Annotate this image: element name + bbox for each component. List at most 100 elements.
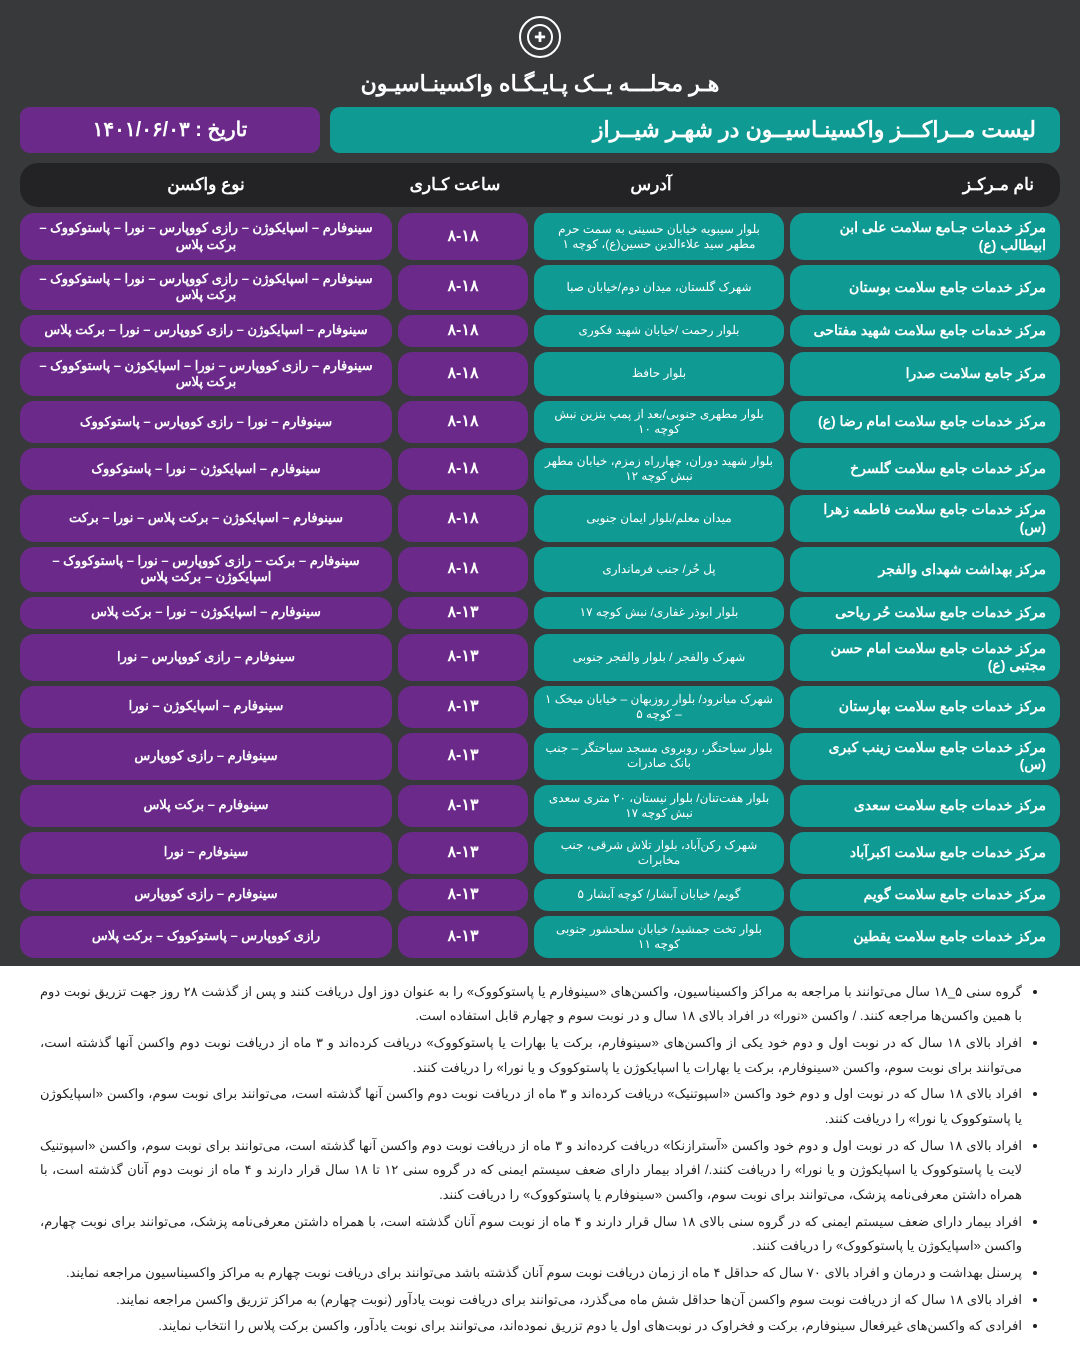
cell-address: شهرک میانرود/ بلوار روزبهان – خیابان میخ… xyxy=(534,686,784,728)
cell-vaccine: سینوفارم – اسپایکوژن – رازی کووپارس – نو… xyxy=(20,315,392,347)
note-item: افرادی که واکسن‌های غیرفعال سینوفارم، بر… xyxy=(40,1314,1022,1339)
col-header-hours: ساعت کـاری xyxy=(390,169,520,201)
cell-hours: ۸-۱۳ xyxy=(398,879,528,911)
cell-address: بلوار شهید دوران، چهارراه زمزم، خیابان م… xyxy=(534,448,784,490)
table-row: مرکز خدمات جامع سلامت سعدیبلوار هفت‌تنان… xyxy=(20,785,1060,827)
table-row: مرکز خدمات جامع سلامت یقطینبلوار تخت جمش… xyxy=(20,916,1060,958)
cell-center: مرکز خدمات جامع سلامت فاطمه زهرا (س) xyxy=(790,495,1060,542)
cell-address: پل حُر/ جنب فرمانداری xyxy=(534,547,784,592)
cell-vaccine: سینوفارم – اسپایکوژن – نورا – پاستوکووک xyxy=(20,448,392,490)
cell-vaccine: سینوفارم – اسپایکوژن – برکت پلاس – نورا … xyxy=(20,495,392,542)
notes-section: گروه سنی ۵_۱۸ سال می‌توانند با مراجعه به… xyxy=(0,966,1080,1365)
col-header-center: نام مـرکـز xyxy=(782,169,1052,201)
col-header-address: آدرس xyxy=(526,169,776,201)
table-row: مرکز خدمات جامع سلامت زینب کبری (س)بلوار… xyxy=(20,733,1060,780)
cell-center: مرکز خدمات جامع سلامت حُر ریاحی xyxy=(790,597,1060,629)
cell-hours: ۸-۱۳ xyxy=(398,916,528,958)
cell-address: شهرک گلستان، میدان دوم/خیابان صبا xyxy=(534,265,784,310)
cell-hours: ۸-۱۳ xyxy=(398,597,528,629)
cell-hours: ۸-۱۸ xyxy=(398,265,528,310)
cell-center: مرکز خدمات جامع سلامت بوستان xyxy=(790,265,1060,310)
cell-address: گویم/ خیابان آبشار/ کوچه آبشار ۵ xyxy=(534,879,784,911)
table-row: مرکز بهداشت شهدای والفجرپل حُر/ جنب فرما… xyxy=(20,547,1060,592)
cell-hours: ۸-۱۸ xyxy=(398,448,528,490)
table-row: مرکز خدمات جامع سلامت اکبرآبادشهرک رکن‌آ… xyxy=(20,832,1060,874)
cell-vaccine: سینوفارم – رازی کووپارس – نورا xyxy=(20,634,392,681)
cell-vaccine: سینوفارم – اسپایکوژن – نورا xyxy=(20,686,392,728)
table-header: نام مـرکـز آدرس ساعت کـاری نوع واکسن xyxy=(20,163,1060,207)
org-logo-icon xyxy=(519,16,561,58)
cell-center: مرکز بهداشت شهدای والفجر xyxy=(790,547,1060,592)
cell-address: میدان معلم/بلوار ایمان جنوبی xyxy=(534,495,784,542)
note-item: پرسنل بهداشت و درمان و افراد بالای ۷۰ سا… xyxy=(40,1261,1022,1286)
cell-center: مرکز خدمات جامع سلامت یقطین xyxy=(790,916,1060,958)
cell-hours: ۸-۱۸ xyxy=(398,315,528,347)
cell-address: بلوار تخت جمشید/ خیابان سلحشور جنوبی کوچ… xyxy=(534,916,784,958)
slogan: هـر محلـــه یــک پـایـگـاه واکسینـاسیـون xyxy=(20,71,1060,107)
cell-vaccine: سینوفارم – نورا – رازی کووپارس – پاستوکو… xyxy=(20,401,392,443)
cell-address: بلوار حافظ xyxy=(534,352,784,397)
cell-hours: ۸-۱۸ xyxy=(398,547,528,592)
cell-center: مرکز خدمات جامع سلامت گویم xyxy=(790,879,1060,911)
cell-hours: ۸-۱۳ xyxy=(398,785,528,827)
table-row: مرکز خدمات جامع سلامت گلسرخبلوار شهید دو… xyxy=(20,448,1060,490)
table-row: مرکز خدمات جامع سلامت امام رضا (ع)بلوار … xyxy=(20,401,1060,443)
table-row: مرکز خدمات جامع سلامت امام حسن مجتبی (ع)… xyxy=(20,634,1060,681)
cell-hours: ۸-۱۳ xyxy=(398,832,528,874)
note-item: افراد بالای ۱۸ سال که در نوبت اول و دوم … xyxy=(40,1082,1022,1131)
cell-center: مرکز خدمات جامع سلامت امام رضا (ع) xyxy=(790,401,1060,443)
cell-center: مرکز خدمات جامع سلامت بهارستان xyxy=(790,686,1060,728)
cell-address: بلوار مطهری جنوبی/بعد از پمپ بنزین نبش ک… xyxy=(534,401,784,443)
cell-vaccine: سینوفارم – اسپایکوژن – نورا – برکت پلاس xyxy=(20,597,392,629)
cell-address: شهرک رکن‌آباد، بلوار تلاش شرقی، جنب مخاب… xyxy=(534,832,784,874)
date-badge: تاریخ : ۱۴۰۱/۰۶/۰۳ xyxy=(20,107,320,153)
cell-center: مرکز خدمات جامع سلامت گلسرخ xyxy=(790,448,1060,490)
cell-vaccine: سینوفارم – رازی کووپارس xyxy=(20,733,392,780)
cell-hours: ۸-۱۳ xyxy=(398,733,528,780)
cell-address: بلوار سیاحتگر، روبروی مسجد سیاحتگر – جنب… xyxy=(534,733,784,780)
cell-vaccine: رازی کووپارس – پاستوکووک – برکت پلاس xyxy=(20,916,392,958)
cell-hours: ۸-۱۸ xyxy=(398,401,528,443)
cell-vaccine: سینوفارم – نورا xyxy=(20,832,392,874)
cell-vaccine: سینوفارم – اسپایکوژن – رازی کووپارس – نو… xyxy=(20,265,392,310)
logo-row xyxy=(20,12,1060,71)
cell-center: مرکز خدمات جـامع سلامت علی ابن ابیطالب (… xyxy=(790,213,1060,260)
note-item: افراد بالای ۱۸ سال که در نوبت اول و دوم … xyxy=(40,1031,1022,1080)
cell-hours: ۸-۱۸ xyxy=(398,213,528,260)
cell-center: مرکز خدمات جامع سلامت شهید مفتاحی xyxy=(790,315,1060,347)
note-item: افراد بالای ۱۸ سال که در نوبت اول و دوم … xyxy=(40,1134,1022,1208)
table-row: مرکز خدمات جامع سلامت بوستانشهرک گلستان،… xyxy=(20,265,1060,310)
table-body: مرکز خدمات جـامع سلامت علی ابن ابیطالب (… xyxy=(20,213,1060,958)
cell-center: مرکز جامع سلامت صدرا xyxy=(790,352,1060,397)
table-row: مرکز خدمات جـامع سلامت علی ابن ابیطالب (… xyxy=(20,213,1060,260)
cell-center: مرکز خدمات جامع سلامت اکبرآباد xyxy=(790,832,1060,874)
cell-vaccine: سینوفارم – رازی کووپارس – نورا – اسپایکو… xyxy=(20,352,392,397)
note-item: گروه سنی ۵_۱۸ سال می‌توانند با مراجعه به… xyxy=(40,980,1022,1029)
cell-address: بلوار سیبویه خیابان حسینی به سمت حرم مطه… xyxy=(534,213,784,260)
table-row: مرکز خدمات جامع سلامت فاطمه زهرا (س)میدا… xyxy=(20,495,1060,542)
cell-hours: ۸-۱۸ xyxy=(398,352,528,397)
cell-vaccine: سینوفارم – برکت پلاس xyxy=(20,785,392,827)
table-row: مرکز خدمات جامع سلامت گویمگویم/ خیابان آ… xyxy=(20,879,1060,911)
notes-list: گروه سنی ۵_۱۸ سال می‌توانند با مراجعه به… xyxy=(40,980,1040,1340)
cell-vaccine: سینوفارم – رازی کووپارس xyxy=(20,879,392,911)
table-row: مرکز جامع سلامت صدرابلوار حافظ۸-۱۸سینوفا… xyxy=(20,352,1060,397)
cell-hours: ۸-۱۳ xyxy=(398,634,528,681)
cell-hours: ۸-۱۸ xyxy=(398,495,528,542)
cell-address: بلوار ابوذر غفاری/ نبش کوچه ۱۷ xyxy=(534,597,784,629)
cell-address: بلوار رحمت /خیابان شهید فکوری xyxy=(534,315,784,347)
note-item: افراد بیمار دارای ضعف سیستم ایمنی که در … xyxy=(40,1210,1022,1259)
cell-center: مرکز خدمات جامع سلامت سعدی xyxy=(790,785,1060,827)
cell-address: بلوار هفت‌تنان/ بلوار نیستان، ۲۰ متری سع… xyxy=(534,785,784,827)
cell-center: مرکز خدمات جامع سلامت زینب کبری (س) xyxy=(790,733,1060,780)
table-row: مرکز خدمات جامع سلامت حُر ریاحیبلوار ابو… xyxy=(20,597,1060,629)
cell-address: شهرک والفجر / بلوار والفجر جنوبی xyxy=(534,634,784,681)
cell-hours: ۸-۱۳ xyxy=(398,686,528,728)
note-item: افراد بالای ۱۸ سال که از دریافت نوبت سوم… xyxy=(40,1288,1022,1313)
cell-vaccine: سینوفارم – اسپایکوژن – رازی کووپارس – نو… xyxy=(20,213,392,260)
table-row: مرکز خدمات جامع سلامت بهارستانشهرک میانر… xyxy=(20,686,1060,728)
title-bar: لیست مــراکـــز واکسینـاسیــون در شهـر ش… xyxy=(20,107,1060,153)
page-title: لیست مــراکـــز واکسینـاسیــون در شهـر ش… xyxy=(330,107,1060,153)
cell-vaccine: سینوفارم – برکت – رازی کووپارس – نورا – … xyxy=(20,547,392,592)
cell-center: مرکز خدمات جامع سلامت امام حسن مجتبی (ع) xyxy=(790,634,1060,681)
